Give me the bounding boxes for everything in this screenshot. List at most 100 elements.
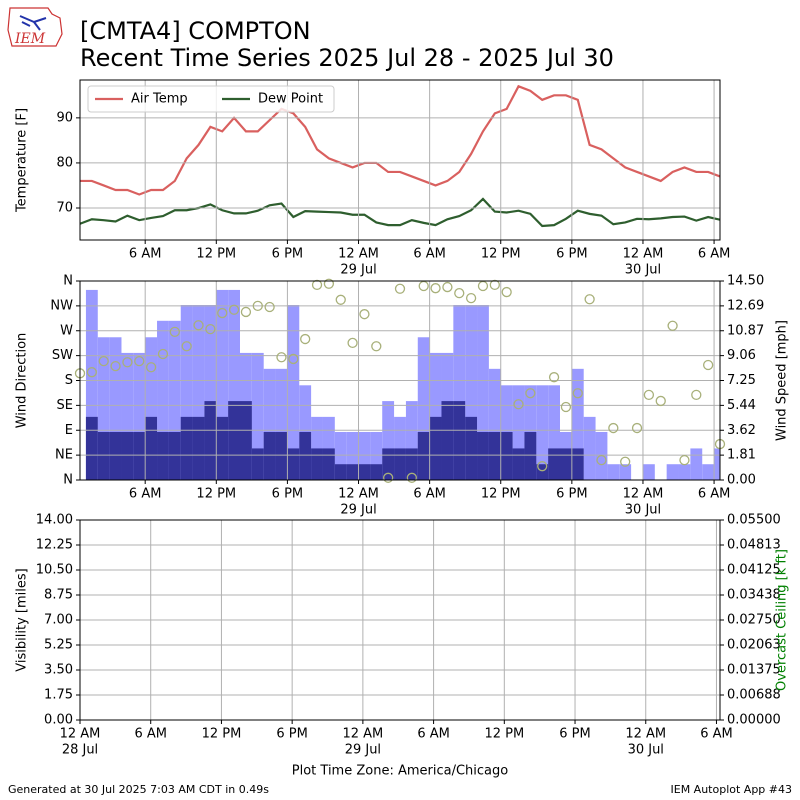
y-tick-label: 3.50 xyxy=(44,663,73,678)
bar xyxy=(346,431,359,480)
x-tick-label: 6 AM xyxy=(134,727,167,742)
point xyxy=(501,286,512,298)
bar xyxy=(382,401,395,480)
point xyxy=(382,472,394,483)
bar xyxy=(311,448,323,480)
bar xyxy=(192,416,205,480)
x-tick-label: 6 PM xyxy=(276,727,307,742)
bar xyxy=(145,416,158,480)
bar xyxy=(702,464,715,480)
y-tick-label: 5.25 xyxy=(44,638,73,653)
y-tick-label: N xyxy=(63,274,73,289)
point xyxy=(608,422,619,434)
x-tick-label: 12 PM xyxy=(481,487,521,502)
y-tick-label: 1.75 xyxy=(44,688,73,703)
point xyxy=(418,280,429,292)
bar xyxy=(678,464,691,480)
bar xyxy=(358,431,371,480)
x-tick-date: 30 Jul xyxy=(625,503,661,518)
bar xyxy=(251,448,264,480)
y2-tick-label: 0.02750 xyxy=(727,613,781,628)
point xyxy=(98,356,109,367)
bar xyxy=(358,464,371,480)
x-tick-date: 28 Jul xyxy=(62,743,98,758)
logo-text: IEM xyxy=(14,31,46,47)
bar xyxy=(334,464,347,480)
x-tick-label: 12 AM xyxy=(338,247,379,262)
x-tick-label: 6 PM xyxy=(559,727,590,742)
logo: IEM xyxy=(7,7,63,47)
point xyxy=(477,280,489,292)
y2-tick-label: 0.01375 xyxy=(727,663,781,678)
bar xyxy=(287,448,300,480)
y-axis-label: Visibility [miles] xyxy=(15,568,30,671)
point xyxy=(86,367,98,378)
point xyxy=(679,454,690,466)
bar xyxy=(571,368,584,480)
y2-tick-label: 0.04813 xyxy=(727,538,781,553)
bar xyxy=(299,431,312,480)
x-tick-label: 6 PM xyxy=(556,487,587,502)
point xyxy=(110,360,121,372)
bar xyxy=(405,401,418,480)
bar xyxy=(536,464,549,480)
point xyxy=(205,323,216,335)
y-tick-label: NW xyxy=(50,298,73,313)
bar xyxy=(168,320,181,480)
point xyxy=(525,388,536,399)
point xyxy=(169,326,180,338)
bar xyxy=(287,305,300,480)
bar xyxy=(417,431,430,480)
bar xyxy=(216,289,229,480)
bar xyxy=(180,305,193,480)
point xyxy=(442,281,453,293)
point xyxy=(454,288,465,299)
bar xyxy=(121,431,134,480)
bar xyxy=(370,464,383,480)
bar xyxy=(477,305,489,480)
y2-tick-label: 3.62 xyxy=(727,423,756,438)
y-tick-label: 80 xyxy=(56,155,73,170)
point xyxy=(631,422,643,434)
bar xyxy=(109,431,122,480)
x-tick-label: 12 PM xyxy=(484,727,524,742)
point xyxy=(252,300,263,312)
x-tick-label: 12 AM xyxy=(342,727,383,742)
x-tick-label: 6 PM xyxy=(272,247,303,262)
bar xyxy=(263,368,276,480)
y2-tick-label: 0.04125 xyxy=(727,563,781,578)
point xyxy=(513,399,524,410)
series-line xyxy=(80,84,720,196)
x-tick-label: 6 AM xyxy=(417,727,450,742)
bar xyxy=(500,431,513,480)
point xyxy=(548,372,560,383)
y-tick-label: 70 xyxy=(56,201,73,216)
x-tick-label: 6 AM xyxy=(700,727,733,742)
y2-axis-label: Overcast Ceiling [k ft] xyxy=(775,549,790,691)
point xyxy=(323,278,335,289)
bar xyxy=(240,401,252,480)
bar xyxy=(192,305,205,480)
x-tick-label: 6 AM xyxy=(413,487,446,502)
bar xyxy=(204,401,217,480)
point xyxy=(311,279,323,291)
bar xyxy=(180,416,193,480)
bar xyxy=(583,416,596,480)
point xyxy=(264,301,275,313)
bar xyxy=(157,320,169,480)
bar xyxy=(251,352,264,480)
bar xyxy=(85,416,98,480)
y2-tick-label: 14.50 xyxy=(727,274,764,289)
y-tick-label: W xyxy=(60,323,73,338)
x-tick-label: 6 AM xyxy=(129,247,162,262)
bar xyxy=(429,352,442,480)
point xyxy=(122,357,133,368)
bar xyxy=(85,289,98,480)
legend: Air Temp Dew Point xyxy=(87,85,335,113)
bar xyxy=(121,352,134,480)
point xyxy=(300,333,311,345)
point xyxy=(347,337,358,349)
bar xyxy=(465,305,478,480)
